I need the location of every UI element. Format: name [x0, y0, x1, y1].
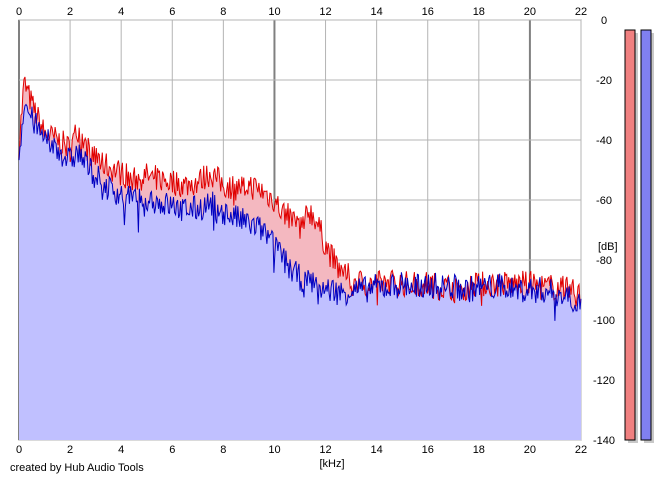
y-axis-label: [dB]: [598, 241, 618, 253]
y-tick: -60: [596, 195, 612, 207]
x-ticks-top: 0 2 4 6 8 10 12 14 16 18 20 22: [16, 6, 587, 18]
y-tick: -40: [596, 135, 612, 147]
x-tick-top: 12: [319, 6, 331, 18]
y-tick: -140: [593, 435, 615, 447]
x-tick-bottom: 14: [371, 444, 383, 456]
x-tick-bottom: 2: [67, 444, 73, 456]
x-tick-bottom: 4: [118, 444, 124, 456]
y-tick: -20: [596, 75, 612, 87]
x-tick-bottom: 12: [319, 444, 331, 456]
x-tick-top: 8: [220, 6, 226, 18]
series-lines: [18, 76, 582, 321]
x-tick-top: 10: [268, 6, 280, 18]
series-line-0: [18, 76, 582, 307]
x-axis-label: [kHz]: [319, 458, 344, 470]
series-area-1: [19, 104, 581, 440]
x-tick-top: 16: [422, 6, 434, 18]
x-tick-bottom: 18: [473, 444, 485, 456]
y-tick: -80: [596, 255, 612, 267]
x-tick-top: 2: [67, 6, 73, 18]
x-tick-bottom: 6: [169, 444, 175, 456]
y-tick: -120: [593, 375, 615, 387]
x-tick-top: 22: [575, 6, 587, 18]
series-line-1: [18, 103, 582, 321]
level-meter-left: [624, 29, 636, 441]
x-tick-top: 14: [371, 6, 383, 18]
x-tick-top: 18: [473, 6, 485, 18]
x-tick-top: 0: [16, 6, 22, 18]
x-tick-bottom: 20: [524, 444, 536, 456]
y-ticks: 0 -20 -40 -60 -80 -100 -120 -140: [593, 15, 615, 447]
series-fills: [19, 76, 581, 441]
level-meter-right: [640, 29, 652, 441]
x-tick-bottom: 8: [220, 444, 226, 456]
x-tick-top: 20: [524, 6, 536, 18]
x-tick-bottom: 22: [575, 444, 587, 456]
credit-text: created by Hub Audio Tools: [10, 462, 144, 474]
x-tick-bottom: 0: [16, 444, 22, 456]
x-tick-bottom: 16: [422, 444, 434, 456]
y-tick: -100: [593, 315, 615, 327]
x-tick-top: 4: [118, 6, 124, 18]
y-tick: 0: [601, 15, 607, 27]
level-meters: [624, 29, 654, 443]
x-tick-bottom: 10: [268, 444, 280, 456]
x-ticks-bottom: 0 2 4 6 8 10 12 14 16 18 20 22: [16, 444, 587, 456]
x-tick-top: 6: [169, 6, 175, 18]
